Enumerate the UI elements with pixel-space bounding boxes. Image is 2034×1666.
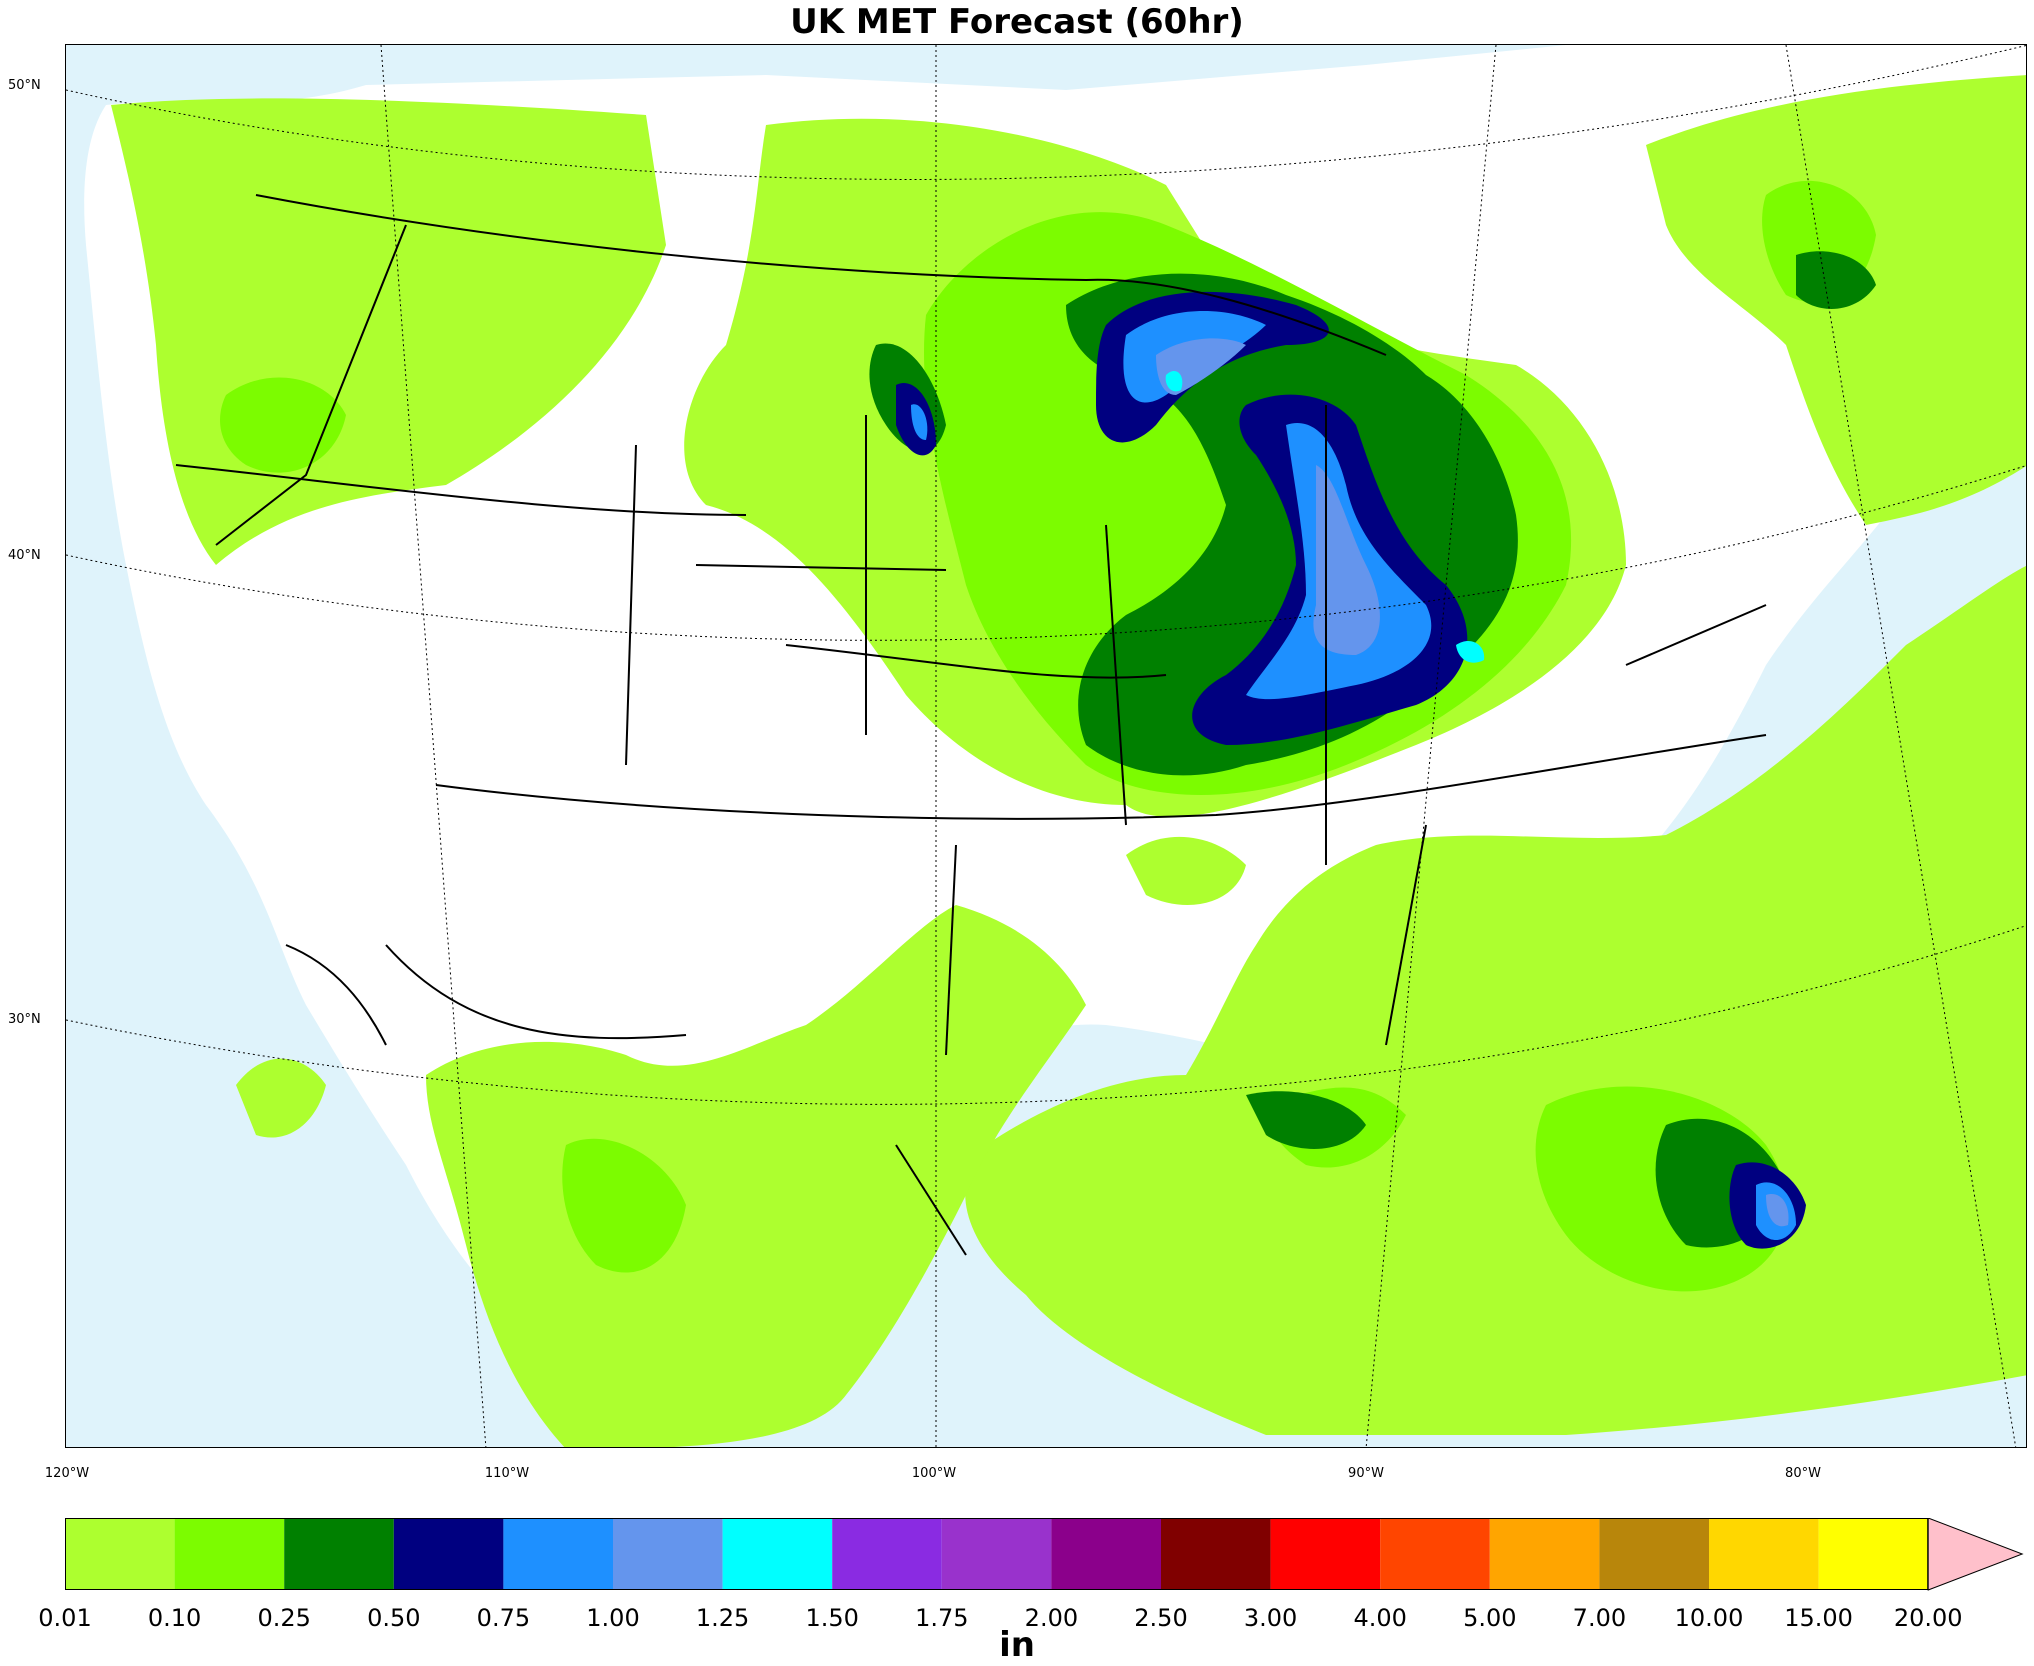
colorbar-segment <box>1161 1518 1271 1590</box>
colorbar-units: in <box>999 1625 1035 1665</box>
colorbar-segment <box>1489 1518 1600 1590</box>
colorbar-segment <box>613 1518 723 1590</box>
colorbar-tick-label: 0.01 <box>38 1604 92 1632</box>
colorbar-tick-label: 10.00 <box>1674 1604 1744 1632</box>
colorbar-tick-label: 4.00 <box>1353 1604 1407 1632</box>
colorbar-extend-arrow <box>1927 1518 2024 1591</box>
colorbar-segment <box>1051 1518 1161 1590</box>
lon-label-80: 80°W <box>1785 1466 1821 1481</box>
colorbar-tick-label: 0.10 <box>147 1604 202 1632</box>
colorbar-tick-label: 15.00 <box>1784 1604 1853 1632</box>
colorbar-tick-label: 7.00 <box>1572 1604 1627 1632</box>
colorbar-segment <box>1709 1518 1819 1590</box>
colorbar-tick-label: 1.25 <box>695 1604 750 1632</box>
graticule <box>66 45 2026 1447</box>
colorbar-tick-label: 2.50 <box>1134 1604 1188 1632</box>
map-canvas <box>66 45 2026 1447</box>
colorbar-tick-label: 0.25 <box>257 1604 311 1632</box>
colorbar-segment <box>1270 1518 1381 1590</box>
colorbar-outline <box>65 1518 1929 1590</box>
colorbar-segment <box>65 1518 175 1590</box>
colorbar-segment <box>503 1518 613 1590</box>
colorbar <box>65 1518 2024 1591</box>
colorbar-tick-label: 1.00 <box>586 1604 640 1632</box>
colorbar-segment <box>1818 1518 1929 1590</box>
lon-label-110: 110°W <box>484 1466 530 1481</box>
colorbar-tick-label: 20.00 <box>1893 1604 1963 1632</box>
colorbar-segment <box>832 1518 942 1590</box>
colorbar-tick-label: 2.00 <box>1024 1604 1079 1632</box>
colorbar-tick-label: 5.00 <box>1463 1604 1517 1632</box>
lon-label-100: 100°W <box>911 1466 957 1481</box>
colorbar-tick-label: 0.50 <box>367 1604 421 1632</box>
colorbar-segment <box>284 1518 394 1590</box>
political-borders <box>175 194 1767 1256</box>
colorbar-tick-label: 1.50 <box>805 1604 859 1632</box>
colorbar-tick-label: 3.00 <box>1243 1604 1298 1632</box>
colorbar-segment <box>722 1518 833 1590</box>
lat-label-40: 40°N <box>8 548 41 563</box>
lat-label-30: 30°N <box>8 1012 41 1027</box>
lat-label-50: 50°N <box>8 78 41 93</box>
colorbar-segment <box>1380 1518 1490 1590</box>
colorbar-segment <box>941 1518 1052 1590</box>
colorbar-segment <box>393 1518 504 1590</box>
precip-1.25 <box>1165 370 1485 663</box>
precipitation-map <box>65 44 2027 1448</box>
colorbar-segment <box>1599 1518 1709 1590</box>
colorbar-tick-label: 1.75 <box>915 1604 969 1632</box>
map-title: UK MET Forecast (60hr) <box>790 2 1244 42</box>
lon-label-120: 120°W <box>44 1466 90 1481</box>
colorbar-tick-label: 0.75 <box>476 1604 531 1632</box>
lon-label-90: 90°W <box>1348 1466 1384 1481</box>
colorbar-segment <box>174 1518 285 1590</box>
